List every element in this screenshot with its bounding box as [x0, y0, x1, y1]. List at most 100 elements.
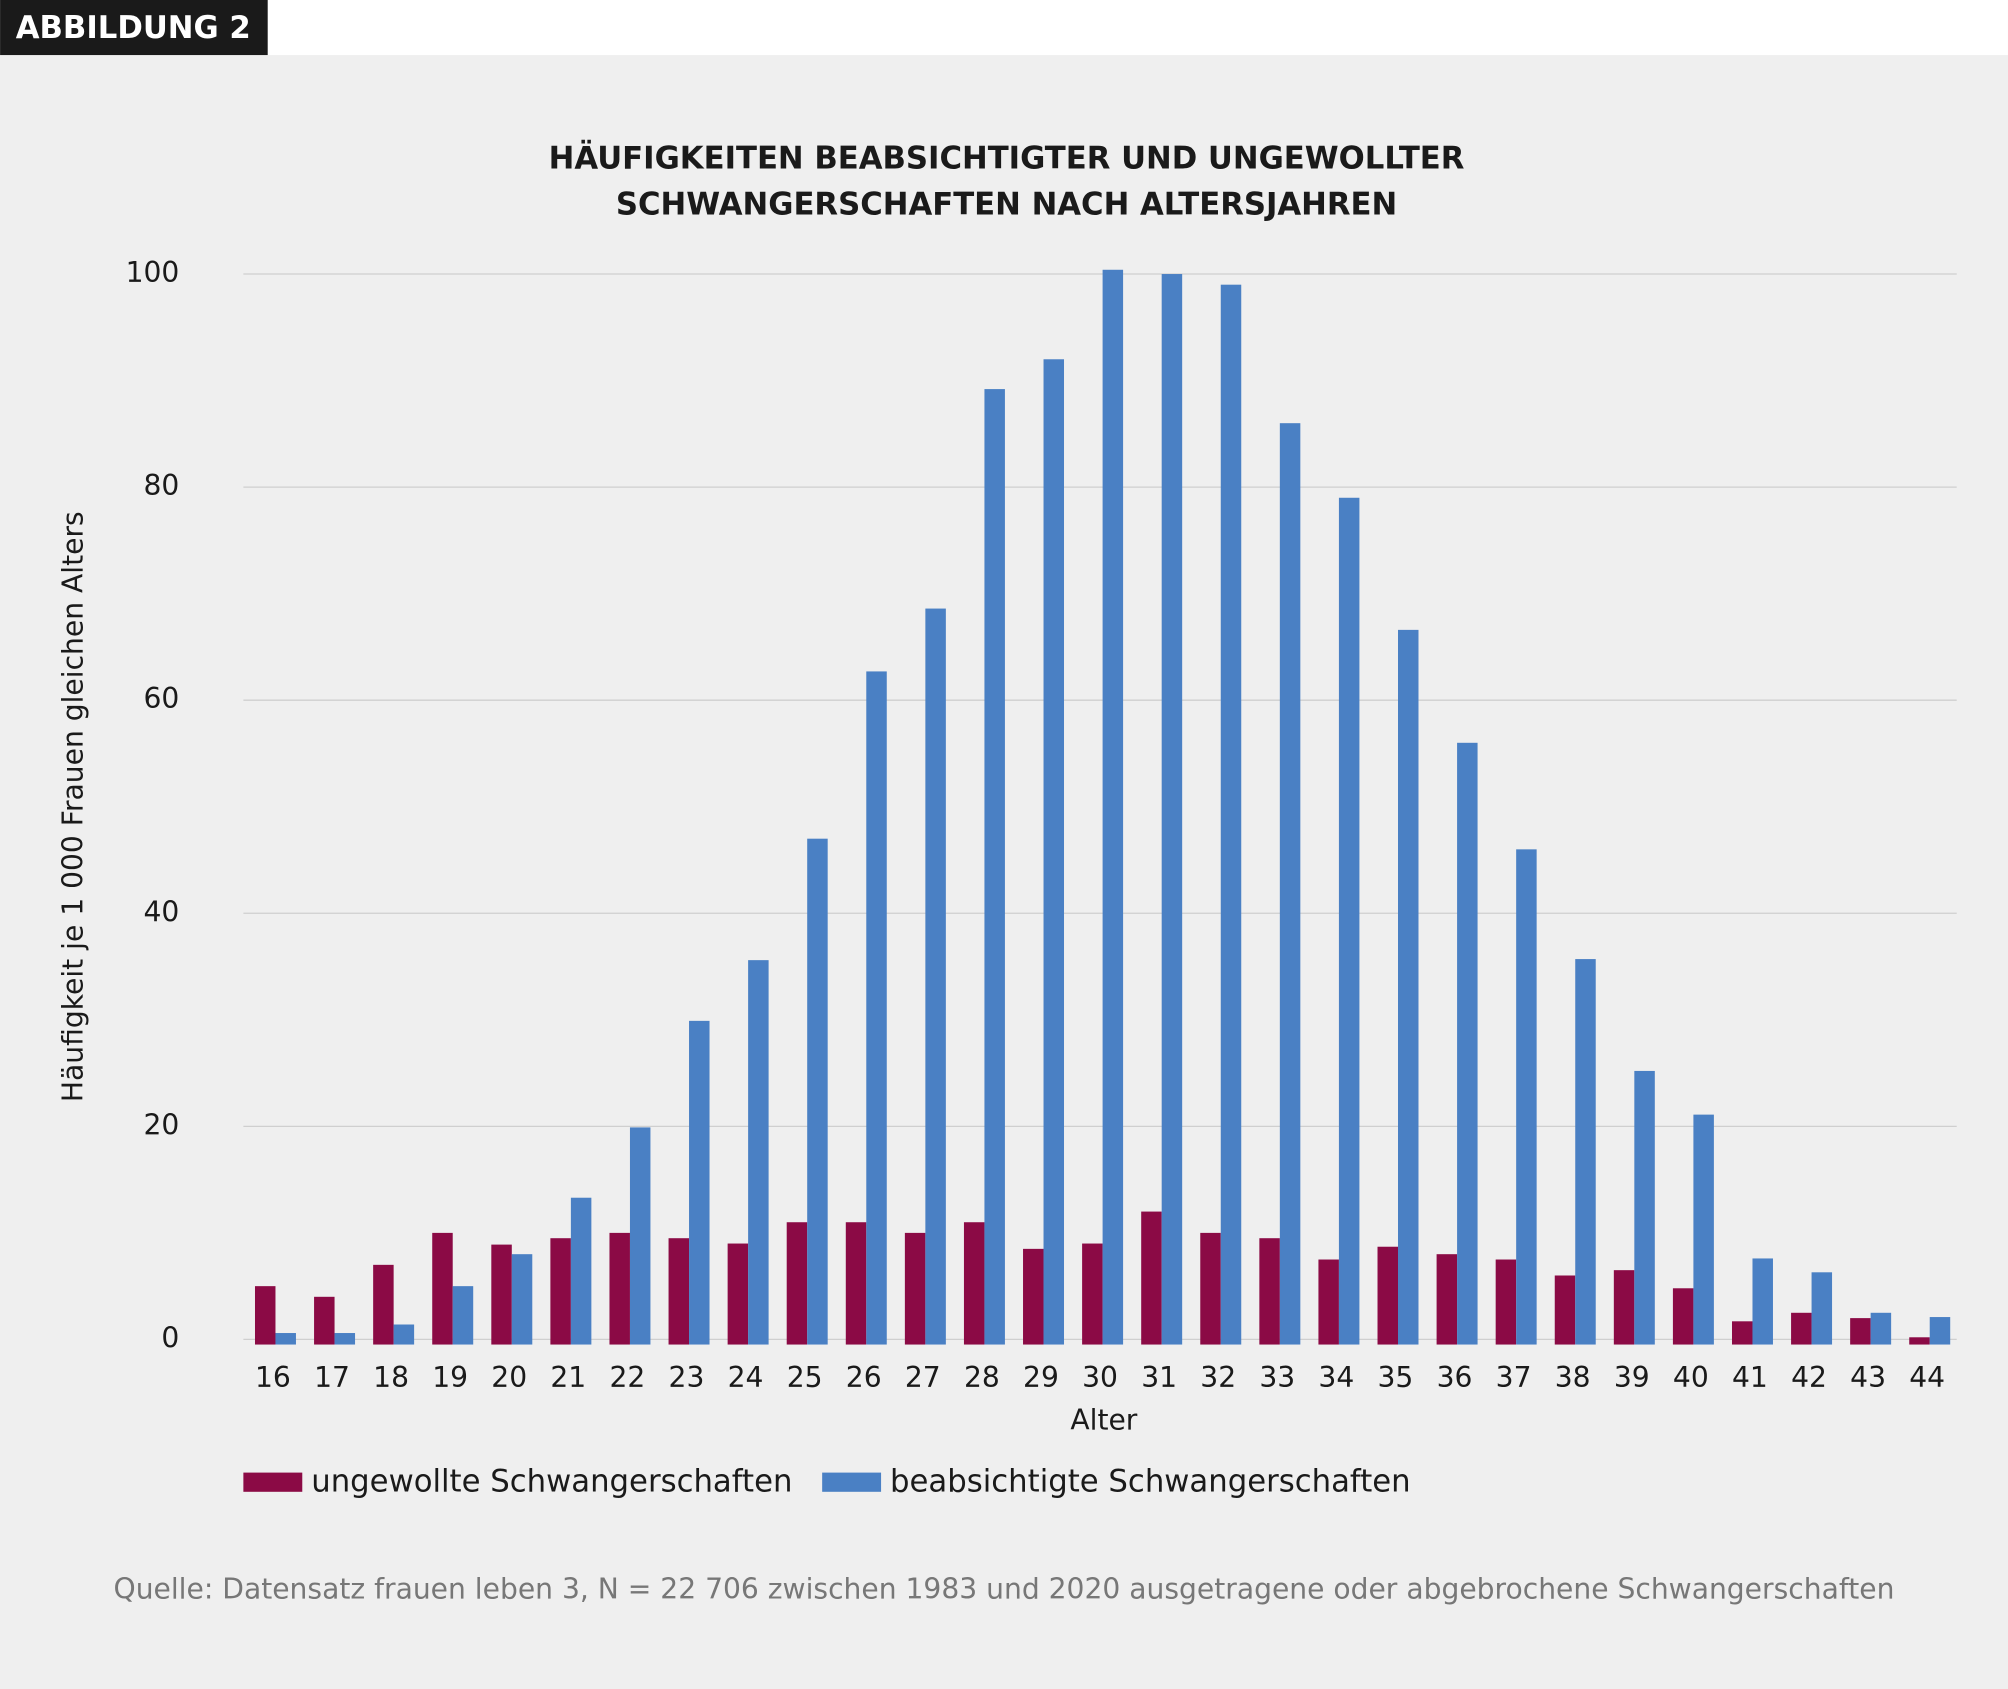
bar	[1436, 1254, 1458, 1345]
bar	[689, 1020, 710, 1345]
x-tick-label: 17	[314, 1361, 350, 1394]
x-tick-label: 33	[1259, 1361, 1295, 1394]
bar	[845, 1222, 867, 1345]
bar	[1870, 1312, 1892, 1345]
x-tick-label: 35	[1378, 1361, 1414, 1394]
x-tick-label: 43	[1850, 1361, 1886, 1394]
y-axis-label: Häufigkeit je 1 000 Frauen gleichen Alte…	[56, 511, 89, 1102]
x-tick-label: 39	[1614, 1361, 1650, 1394]
x-tick-label: 26	[846, 1361, 882, 1394]
bar	[1811, 1272, 1833, 1345]
bar	[1495, 1259, 1517, 1345]
bar	[452, 1286, 474, 1345]
bar	[254, 1286, 276, 1345]
bar	[373, 1264, 394, 1345]
y-tick-label: 80	[144, 469, 180, 502]
bar	[1082, 1243, 1103, 1345]
bar	[1398, 629, 1419, 1345]
bar	[1731, 1321, 1753, 1345]
bar	[1909, 1337, 1930, 1345]
x-tick-label: 27	[905, 1361, 941, 1394]
bar	[1791, 1312, 1812, 1345]
y-tick-label: 60	[144, 682, 180, 715]
label-box	[0, 0, 268, 56]
bar	[1752, 1258, 1773, 1345]
legend-label: beabsichtigte Schwangerschaften	[890, 1463, 1411, 1499]
x-tick-label: 38	[1555, 1361, 1591, 1394]
x-tick-label: 29	[1023, 1361, 1059, 1394]
bar	[432, 1232, 453, 1345]
bar	[866, 671, 887, 1345]
header-strip	[0, 0, 2008, 56]
bar	[1279, 423, 1301, 1345]
bar	[1850, 1318, 1871, 1345]
bar	[275, 1333, 296, 1345]
bar	[1377, 1246, 1399, 1345]
bar	[1200, 1232, 1221, 1345]
bar	[668, 1238, 690, 1345]
x-tick-label: 25	[787, 1361, 823, 1394]
x-tick-label: 19	[432, 1361, 468, 1394]
bar	[984, 389, 1005, 1345]
x-tick-label: 28	[964, 1361, 1000, 1394]
x-tick-label: 18	[373, 1361, 409, 1394]
bar	[1043, 359, 1065, 1345]
bar	[609, 1232, 630, 1345]
bar	[1141, 1211, 1162, 1345]
bar	[1516, 849, 1537, 1345]
x-tick-label: 32	[1200, 1361, 1236, 1394]
bar	[1457, 742, 1478, 1345]
bar	[314, 1296, 335, 1345]
bar	[1318, 1259, 1339, 1345]
chart-title: HÄUFIGKEITEN BEABSICHTIGTER UND UNGEWOLL…	[549, 141, 1465, 177]
y-tick-label: 20	[144, 1108, 180, 1141]
legend-label: ungewollte Schwangerschaften	[311, 1463, 792, 1499]
bar	[786, 1222, 808, 1345]
x-tick-label: 34	[1318, 1361, 1354, 1394]
x-axis-label: Alter	[1070, 1403, 1137, 1436]
x-tick-label: 41	[1732, 1361, 1768, 1394]
x-tick-label: 21	[550, 1361, 586, 1394]
x-tick-label: 22	[609, 1361, 645, 1394]
bar	[550, 1238, 571, 1345]
chart-title: SCHWANGERSCHAFTEN NACH ALTERSJAHREN	[616, 187, 1397, 223]
legend-swatch	[822, 1472, 882, 1492]
bar	[904, 1232, 926, 1345]
bar	[1693, 1114, 1714, 1345]
source-note: Quelle: Datensatz frauen leben 3, N = 22…	[114, 1572, 1895, 1605]
x-tick-label: 42	[1791, 1361, 1827, 1394]
x-tick-label: 30	[1082, 1361, 1118, 1394]
legend-swatch	[243, 1472, 303, 1492]
bar	[1338, 497, 1360, 1345]
x-tick-label: 40	[1673, 1361, 1709, 1394]
bar	[1220, 284, 1242, 1345]
bar	[1929, 1317, 1951, 1345]
bar	[1023, 1248, 1044, 1345]
bar	[1672, 1288, 1694, 1345]
x-tick-label: 44	[1909, 1361, 1945, 1394]
x-tick-label: 24	[728, 1361, 764, 1394]
x-tick-label: 31	[1141, 1361, 1177, 1394]
figure-label: ABBILDUNG 2	[16, 10, 251, 46]
x-tick-label: 36	[1437, 1361, 1473, 1394]
bar	[1575, 959, 1596, 1345]
x-tick-label: 20	[491, 1361, 527, 1394]
x-tick-label: 37	[1496, 1361, 1532, 1394]
y-tick-label: 40	[144, 895, 180, 928]
bar	[807, 838, 828, 1345]
y-tick-label: 0	[161, 1321, 179, 1354]
bar	[570, 1197, 592, 1345]
bar	[511, 1254, 533, 1345]
bar	[491, 1244, 512, 1345]
bar	[1613, 1270, 1635, 1345]
x-tick-label: 16	[255, 1361, 291, 1394]
bar	[963, 1222, 985, 1345]
bar	[1634, 1070, 1655, 1345]
bar	[334, 1333, 356, 1345]
bar	[727, 1243, 749, 1345]
bar	[393, 1324, 415, 1345]
y-tick-label: 100	[126, 256, 180, 289]
bar	[1554, 1275, 1576, 1345]
